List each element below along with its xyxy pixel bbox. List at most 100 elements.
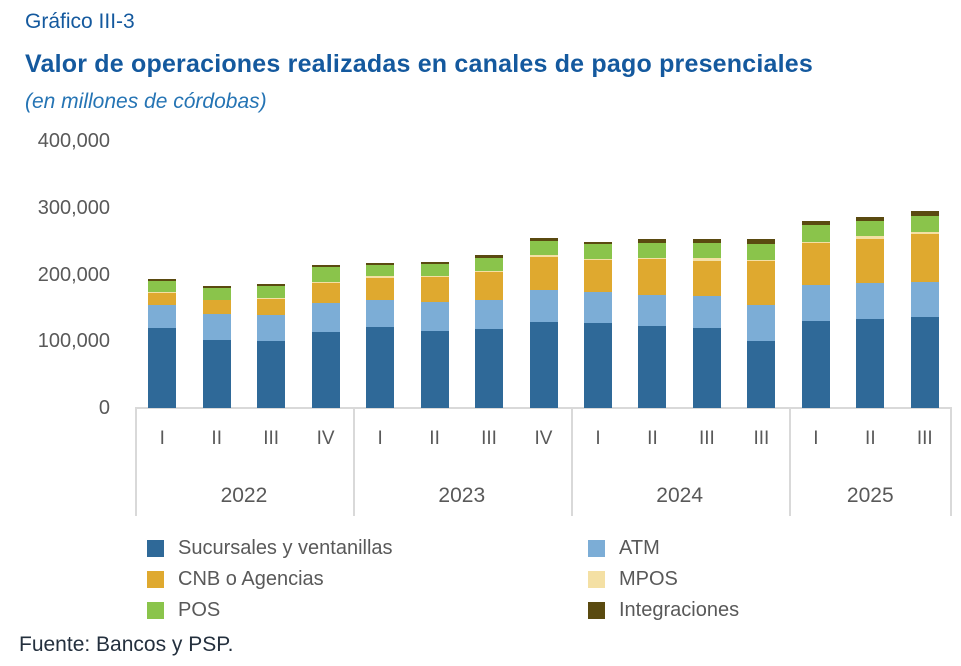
quarter-label: II — [211, 428, 222, 449]
bar-segment-mpos — [529, 255, 558, 257]
quarter-label: I — [595, 428, 601, 449]
quarter-label: II — [865, 428, 876, 449]
bar-segment-integraciones — [801, 221, 830, 226]
bar-segment-pos — [583, 244, 612, 259]
quarter-label: IV — [316, 428, 335, 449]
bar-slot — [462, 141, 516, 408]
source-note: Fuente: Bancos y PSP. — [19, 633, 234, 656]
quarter-label: I — [159, 428, 165, 449]
year-label: 2022 — [220, 484, 268, 507]
stacked-bar — [801, 221, 830, 408]
legend-swatch-pos — [147, 602, 164, 619]
stacked-bar — [583, 241, 612, 408]
y-tick-label: 0 — [98, 397, 110, 419]
bar-segment-integraciones — [529, 237, 558, 241]
bar-segment-cnb — [366, 277, 395, 300]
quarter-label: III — [753, 428, 770, 449]
quarter-label: III — [916, 428, 933, 449]
bar-segment-cnb — [475, 271, 504, 300]
bar-segment-cnb — [692, 260, 721, 296]
quarter-label: III — [699, 428, 715, 449]
bar-segment-atm — [202, 313, 231, 340]
bar-segment-mpos — [420, 275, 449, 277]
legend-item-cnb: CNB o Agencias — [147, 568, 393, 590]
year-label-row: 2022 2023 2024 2025 — [135, 484, 952, 508]
bar-slot — [843, 141, 897, 408]
bar-segment-integraciones — [747, 239, 776, 244]
stacked-bar — [202, 285, 231, 408]
bar-segment-cnb — [529, 256, 558, 290]
quarter-label: III — [263, 428, 280, 449]
bar-segment-cnb — [311, 282, 340, 303]
category-divider — [570, 408, 573, 516]
y-tick-label: 200,000 — [37, 263, 110, 286]
bar-segment-mpos — [148, 291, 177, 293]
bar-segment-cnb — [910, 234, 939, 282]
bar-segment-sucursales — [475, 328, 504, 408]
bar-segment-atm — [801, 284, 830, 321]
bar-segment-sucursales — [529, 322, 558, 408]
stacked-bar — [692, 238, 721, 408]
bar-slot — [516, 141, 570, 408]
bar-segment-sucursales — [202, 339, 231, 408]
bar-slot — [407, 141, 461, 408]
bar-segment-mpos — [202, 299, 231, 301]
legend-column-1: Sucursales y ventanillas CNB o Agencias PO… — [147, 537, 393, 633]
legend-label: CNB o Agencias — [178, 568, 324, 590]
bar-segment-integraciones — [583, 241, 612, 245]
stacked-bar — [148, 278, 177, 408]
bar-segment-sucursales — [420, 331, 449, 408]
bar-segment-sucursales — [801, 320, 830, 408]
y-tick-label: 100,000 — [37, 330, 110, 353]
bar-segment-sucursales — [257, 340, 286, 408]
bar-segment-mpos — [747, 259, 776, 262]
bar-segment-atm — [856, 283, 885, 319]
bar-slot — [625, 141, 679, 408]
bar-segment-pos — [202, 287, 231, 300]
bar-segment-pos — [747, 243, 776, 260]
bar-segment-mpos — [910, 232, 939, 235]
bar-segment-cnb — [801, 242, 830, 285]
bar-segment-integraciones — [856, 217, 885, 222]
bar-segment-atm — [638, 294, 667, 327]
quarter-label-row: I II III IV I II III IV I II III III I II III — [135, 428, 952, 450]
bar-segment-mpos — [801, 241, 830, 243]
stacked-bar — [529, 237, 558, 408]
bar-segment-mpos — [856, 236, 885, 240]
year-label: 2025 — [846, 484, 894, 507]
stacked-bar — [638, 239, 667, 408]
bar-segment-pos — [311, 267, 340, 282]
legend-swatch-sucursales — [147, 540, 164, 557]
bar-segment-cnb — [747, 261, 776, 306]
bar-segment-atm — [366, 299, 395, 327]
bar-segment-integraciones — [638, 239, 667, 244]
bar-segment-mpos — [638, 258, 667, 260]
chart-subtitle: (en millones de córdobas) — [25, 90, 267, 113]
legend-swatch-cnb — [147, 571, 164, 588]
bar-segment-mpos — [257, 297, 286, 299]
bar-segment-integraciones — [148, 278, 177, 281]
bar-segment-integraciones — [420, 261, 449, 264]
stacked-bar — [856, 217, 885, 408]
bar-slot — [298, 141, 352, 408]
bar-segment-mpos — [692, 258, 721, 261]
bar-segment-mpos — [366, 276, 395, 278]
stacked-bar — [366, 263, 395, 408]
bar-segment-sucursales — [747, 340, 776, 408]
y-axis-labels: 400,000 300,000 200,000 100,000 0 — [0, 0, 110, 430]
category-divider — [950, 408, 952, 516]
bar-segment-sucursales — [638, 326, 667, 408]
bar-segment-sucursales — [311, 332, 340, 408]
bar-segment-pos — [910, 216, 939, 233]
quarter-label: I — [377, 428, 383, 449]
figure-label: Gráfico III-3 — [25, 10, 135, 33]
bar-segment-atm — [529, 289, 558, 323]
bar-segment-mpos — [475, 270, 504, 272]
bar-segment-pos — [856, 221, 885, 237]
bar-segment-pos — [529, 240, 558, 256]
bar-segment-atm — [747, 305, 776, 341]
bar-segment-pos — [420, 263, 449, 276]
quarter-label: IV — [534, 428, 553, 449]
bar-segment-atm — [692, 295, 721, 328]
